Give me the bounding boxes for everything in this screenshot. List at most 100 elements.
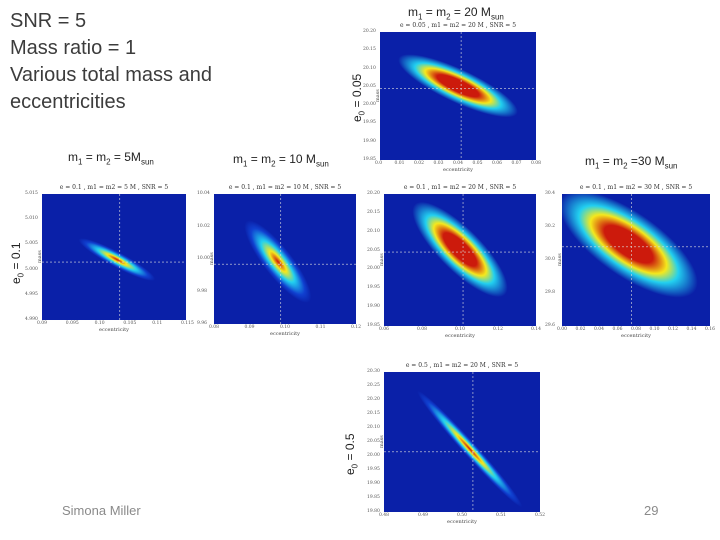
x-axis-label: eccentricity	[99, 327, 129, 333]
y-tick-label: 20.10	[363, 65, 376, 71]
y-tick-label: 20.00	[363, 102, 376, 108]
x-tick-label: 0.06	[492, 161, 503, 166]
x-axis-label: eccentricity	[443, 167, 473, 173]
posterior-blob	[244, 220, 312, 303]
x-tick-label: 0.12	[493, 327, 504, 332]
y-tick-label: 20.15	[367, 209, 380, 215]
x-tick-label: 0.05	[472, 161, 483, 166]
x-tick-label: 0.105	[123, 321, 137, 326]
y-tick-label: 19.90	[367, 304, 380, 310]
x-tick-label: 0.06	[379, 327, 390, 332]
y-tick-label: 20.05	[367, 439, 380, 444]
label-mass-30: m1 = m2 =30 Msun	[585, 154, 678, 171]
title-line-ecc: eccentricities	[10, 91, 126, 113]
y-tick-label: 4.990	[25, 317, 38, 322]
label-mass-5: m1 = m2 = 5Msun	[68, 150, 154, 167]
slide-title: SNR = 5 Mass ratio = 1 Various total mas…	[10, 8, 250, 116]
x-tick-label: 0.14	[531, 327, 542, 332]
x-axis-label: eccentricity	[621, 333, 651, 339]
heatmap-area	[214, 194, 356, 324]
x-tick-label: 0.12	[668, 327, 679, 332]
y-tick-label: 19.95	[367, 285, 380, 291]
x-tick-label: 0.52	[535, 513, 546, 518]
x-tick-label: 0.0	[375, 161, 383, 166]
y-tick-label: 30.0	[545, 257, 556, 262]
x-tick-label: 0.04	[453, 161, 464, 166]
title-line-various: Various total mass and	[10, 64, 212, 86]
heatmap-area	[42, 194, 186, 320]
label-mass-20-top: m1 = m2 = 20 Msun	[408, 5, 504, 22]
y-tick-label: 19.85	[363, 157, 376, 162]
posterior-blob	[417, 390, 523, 508]
plot-title: e = 0.1 , m1 = m2 = 30 M , SNR = 5	[579, 184, 693, 191]
y-tick-label: 10.04	[197, 191, 210, 196]
posterior-blob	[398, 54, 518, 118]
y-tick-label: 20.15	[363, 47, 376, 53]
heatmap-area	[562, 194, 710, 326]
x-tick-label: 0.51	[496, 513, 507, 518]
x-axis-label: eccentricity	[270, 331, 300, 337]
posterior-blob	[412, 201, 508, 297]
y-tick-label: 19.90	[363, 138, 376, 144]
y-axis-label: mass	[37, 250, 43, 263]
x-tick-label: 0.14	[686, 327, 697, 332]
y-tick-label: 19.95	[363, 120, 376, 126]
y-tick-label: 20.15	[367, 411, 380, 416]
x-axis-label: eccentricity	[445, 333, 475, 339]
y-tick-label: 29.8	[545, 290, 556, 295]
x-tick-label: 0.10	[455, 327, 466, 332]
x-tick-label: 0.16	[705, 327, 716, 332]
y-tick-label: 30.4	[545, 191, 556, 196]
plot-title: e = 0.1 , m1 = m2 = 20 M , SNR = 5	[403, 184, 517, 191]
label-ecc-01: e0 = 0.1	[9, 242, 26, 285]
x-tick-label: 0.10	[94, 321, 105, 326]
x-tick-label: 0.09	[37, 321, 48, 326]
heatmap-area	[384, 194, 536, 326]
title-line-mass-ratio: Mass ratio = 1	[10, 37, 137, 59]
heatmap-m30-e01: e = 0.1 , m1 = m2 = 30 M , SNR = 5 0.00 0.…	[544, 184, 716, 340]
x-axis-label: eccentricity	[447, 519, 477, 525]
y-tick-label: 9.98	[197, 288, 208, 294]
x-tick-label: 0.50	[457, 513, 468, 518]
y-tick-label: 20.20	[367, 191, 380, 196]
y-axis-label: mass	[209, 252, 215, 265]
plot-title: e = 0.05 , m1 = m2 = 20 M , SNR = 5	[399, 22, 517, 29]
plot-title: e = 0.1 , m1 = m2 = 10 M , SNR = 5	[228, 184, 342, 191]
y-tick-label: 30.2	[545, 224, 556, 229]
x-tick-label: 0.115	[181, 321, 194, 326]
x-tick-label: 0.09	[244, 325, 255, 330]
y-tick-label: 20.00	[367, 453, 380, 458]
x-tick-label: 0.06	[612, 327, 623, 332]
y-axis-label: mass	[557, 253, 563, 266]
y-tick-label: 20.00	[367, 266, 380, 272]
y-tick-label: 29.6	[545, 323, 556, 328]
y-tick-label: 5.015	[25, 191, 38, 196]
x-tick-label: 0.03	[433, 161, 444, 166]
y-tick-label: 20.25	[367, 383, 380, 388]
heatmap-m20-e05: e = 0.5 , m1 = m2 = 20 M , SNR = 5 0.48 0.…	[366, 362, 546, 526]
x-tick-label: 0.02	[575, 327, 586, 332]
x-tick-label: 0.00	[557, 327, 568, 332]
heatmap-area	[384, 372, 540, 512]
x-tick-label: 0.08	[631, 327, 642, 332]
y-tick-label: 20.30	[367, 369, 380, 374]
y-tick-label: 4.995	[25, 291, 38, 297]
label-mass-10: m1 = m2 = 10 Msun	[233, 152, 329, 169]
heatmap-m20-e01: e = 0.1 , m1 = m2 = 20 M , SNR = 5 0.06 0.…	[366, 184, 542, 340]
y-axis-label: mass	[379, 435, 385, 448]
y-tick-label: 20.20	[367, 397, 380, 402]
x-tick-label: 0.10	[280, 325, 291, 330]
plot-title: e = 0.1 , m1 = m2 = 5 M , SNR = 5	[59, 184, 169, 191]
y-tick-label: 20.05	[367, 247, 380, 253]
page-number: 29	[644, 503, 659, 518]
x-tick-label: 0.48	[379, 513, 390, 518]
y-tick-label: 19.80	[367, 509, 380, 514]
y-tick-label: 10.02	[197, 223, 210, 229]
y-tick-label: 5.010	[25, 216, 38, 222]
y-tick-label: 19.95	[367, 467, 380, 472]
x-tick-label: 0.08	[531, 161, 542, 166]
x-tick-label: 0.10	[649, 327, 660, 332]
x-tick-label: 0.49	[418, 513, 429, 518]
posterior-blob	[78, 238, 156, 281]
heatmap-m10-e01: e = 0.1 , m1 = m2 = 10 M , SNR = 5 0.08 0.…	[196, 184, 362, 338]
